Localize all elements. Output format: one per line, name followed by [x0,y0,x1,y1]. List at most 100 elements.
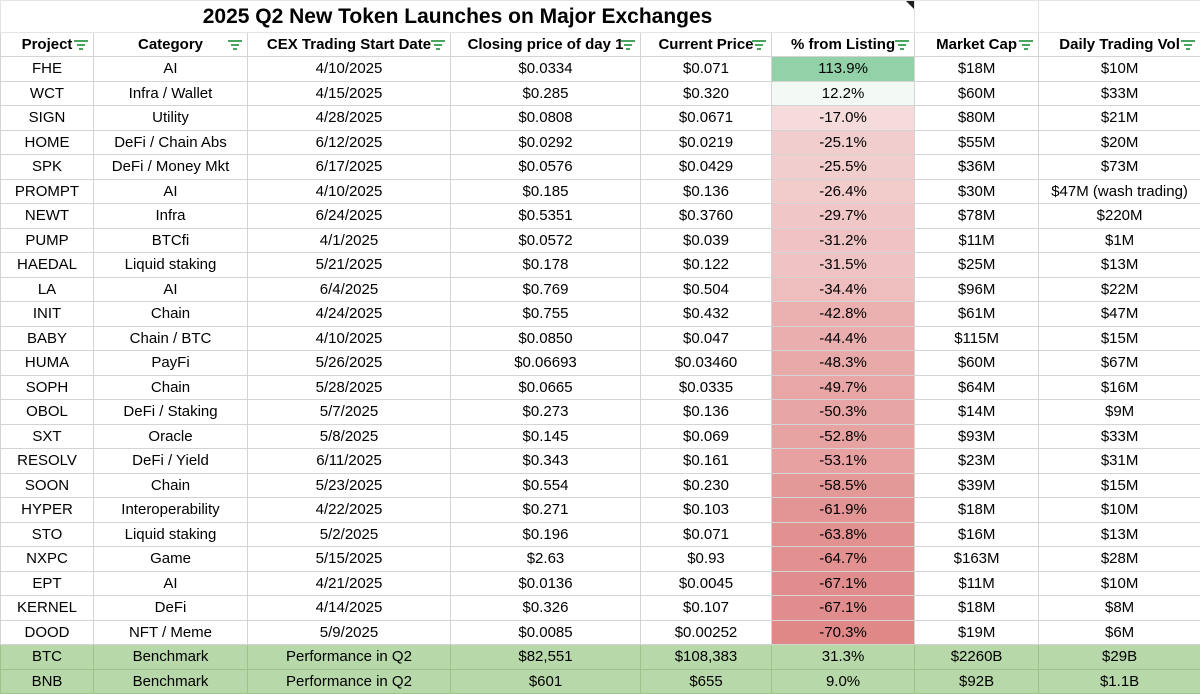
cell-pct-from-listing[interactable]: -49.7% [770,374,916,400]
cell-daily-trading-vol[interactable]: $21M [1038,105,1200,131]
cell-pct-from-listing[interactable]: -26.4% [770,178,916,204]
cell-current-price[interactable]: $0.047 [640,325,772,351]
cell-category[interactable]: BTCfi [93,227,248,253]
cell-market-cap[interactable]: $11M [914,227,1040,253]
cell-start-date[interactable]: 4/22/2025 [247,497,451,523]
cell-start-date[interactable]: 6/24/2025 [247,203,451,229]
cell-current-price[interactable]: $0.161 [640,448,772,474]
cell-start-date[interactable]: 5/15/2025 [247,546,451,572]
cell-current-price[interactable]: $0.122 [640,252,772,278]
cell-closing-price-day1[interactable]: $0.0292 [450,129,641,155]
cell-closing-price-day1[interactable]: $0.0665 [450,374,641,400]
cell-closing-price-day1[interactable]: $0.196 [450,521,641,547]
cell-start-date[interactable]: Performance in Q2 [247,644,451,670]
cell-daily-trading-vol[interactable]: $10M [1038,570,1200,596]
cell-current-price[interactable]: $0.93 [640,546,772,572]
filter-icon[interactable] [895,40,910,50]
cell-pct-from-listing[interactable]: -52.8% [770,423,916,449]
cell-project[interactable]: HOME [0,129,94,155]
cell-daily-trading-vol[interactable]: $8M [1038,595,1200,621]
cell-market-cap[interactable]: $39M [914,472,1040,498]
cell-market-cap[interactable]: $2260B [914,644,1040,670]
cell-market-cap[interactable]: $19M [914,619,1040,645]
cell-project[interactable]: SOPH [0,374,94,400]
cell-start-date[interactable]: 5/8/2025 [247,423,451,449]
cell-daily-trading-vol[interactable]: $10M [1038,497,1200,523]
cell-closing-price-day1[interactable]: $0.0576 [450,154,641,180]
cell-market-cap[interactable]: $14M [914,399,1040,425]
cell-project[interactable]: LA [0,276,94,302]
cell-category[interactable]: DeFi / Money Mkt [93,154,248,180]
column-header-pct-from-listing[interactable]: % from Listing [770,32,916,57]
column-header-market-cap[interactable]: Market Cap [914,32,1040,57]
cell-current-price[interactable]: $108,383 [640,644,772,670]
cell-pct-from-listing[interactable]: -63.8% [770,521,916,547]
cell-market-cap[interactable]: $60M [914,350,1040,376]
cell-market-cap[interactable]: $36M [914,154,1040,180]
cell-start-date[interactable]: 4/15/2025 [247,80,451,106]
sheet-title-cell[interactable]: 2025 Q2 New Token Launches on Major Exch… [0,0,916,33]
cell-start-date[interactable]: 6/12/2025 [247,129,451,155]
cell-category[interactable]: AI [93,56,248,82]
cell-daily-trading-vol[interactable]: $29B [1038,644,1200,670]
cell-daily-trading-vol[interactable]: $13M [1038,521,1200,547]
cell-pct-from-listing[interactable]: -44.4% [770,325,916,351]
cell-project[interactable]: HAEDAL [0,252,94,278]
cell-start-date[interactable]: 4/21/2025 [247,570,451,596]
cell-pct-from-listing[interactable]: -50.3% [770,399,916,425]
cell-start-date[interactable]: 4/1/2025 [247,227,451,253]
cell-closing-price-day1[interactable]: $0.0808 [450,105,641,131]
cell-current-price[interactable]: $0.3760 [640,203,772,229]
cell-start-date[interactable]: 5/21/2025 [247,252,451,278]
cell-closing-price-day1[interactable]: $0.0136 [450,570,641,596]
cell-project[interactable]: BTC [0,644,94,670]
cell-daily-trading-vol[interactable]: $47M (wash trading) [1038,178,1200,204]
cell-market-cap[interactable]: $25M [914,252,1040,278]
cell-start-date[interactable]: 4/10/2025 [247,325,451,351]
cell-closing-price-day1[interactable]: $0.0572 [450,227,641,253]
cell-start-date[interactable]: Performance in Q2 [247,668,451,694]
cell-current-price[interactable]: $0.432 [640,301,772,327]
cell-closing-price-day1[interactable]: $0.06693 [450,350,641,376]
cell-daily-trading-vol[interactable]: $220M [1038,203,1200,229]
cell-start-date[interactable]: 5/7/2025 [247,399,451,425]
cell-market-cap[interactable]: $55M [914,129,1040,155]
cell-daily-trading-vol[interactable]: $15M [1038,472,1200,498]
cell-start-date[interactable]: 6/17/2025 [247,154,451,180]
cell-category[interactable]: Chain [93,472,248,498]
cell-category[interactable]: Chain / BTC [93,325,248,351]
cell-pct-from-listing[interactable]: -61.9% [770,497,916,523]
cell-closing-price-day1[interactable]: $0.755 [450,301,641,327]
column-header-category[interactable]: Category [93,32,248,57]
cell-category[interactable]: AI [93,570,248,596]
cell-closing-price-day1[interactable]: $0.0850 [450,325,641,351]
cell-category[interactable]: AI [93,178,248,204]
cell-daily-trading-vol[interactable]: $15M [1038,325,1200,351]
cell-closing-price-day1[interactable]: $0.343 [450,448,641,474]
cell-current-price[interactable]: $0.0429 [640,154,772,180]
cell-category[interactable]: Benchmark [93,644,248,670]
cell-project[interactable]: RESOLV [0,448,94,474]
cell-current-price[interactable]: $0.136 [640,399,772,425]
cell-pct-from-listing[interactable]: -58.5% [770,472,916,498]
cell-current-price[interactable]: $0.071 [640,56,772,82]
cell-start-date[interactable]: 6/11/2025 [247,448,451,474]
cell-daily-trading-vol[interactable]: $9M [1038,399,1200,425]
cell-pct-from-listing[interactable]: -70.3% [770,619,916,645]
cell-pct-from-listing[interactable]: -42.8% [770,301,916,327]
cell-daily-trading-vol[interactable]: $13M [1038,252,1200,278]
cell-pct-from-listing[interactable]: -25.5% [770,154,916,180]
cell-market-cap[interactable]: $18M [914,497,1040,523]
cell-current-price[interactable]: $0.107 [640,595,772,621]
cell-category[interactable]: Utility [93,105,248,131]
filter-icon[interactable] [621,40,635,50]
cell-category[interactable]: AI [93,276,248,302]
filter-icon[interactable] [228,40,242,50]
cell-project[interactable]: FHE [0,56,94,82]
cell-closing-price-day1[interactable]: $0.271 [450,497,641,523]
cell-market-cap[interactable]: $61M [914,301,1040,327]
cell-market-cap[interactable]: $30M [914,178,1040,204]
cell-project[interactable]: DOOD [0,619,94,645]
column-header-start-date[interactable]: CEX Trading Start Date [247,32,451,57]
cell-market-cap[interactable]: $80M [914,105,1040,131]
